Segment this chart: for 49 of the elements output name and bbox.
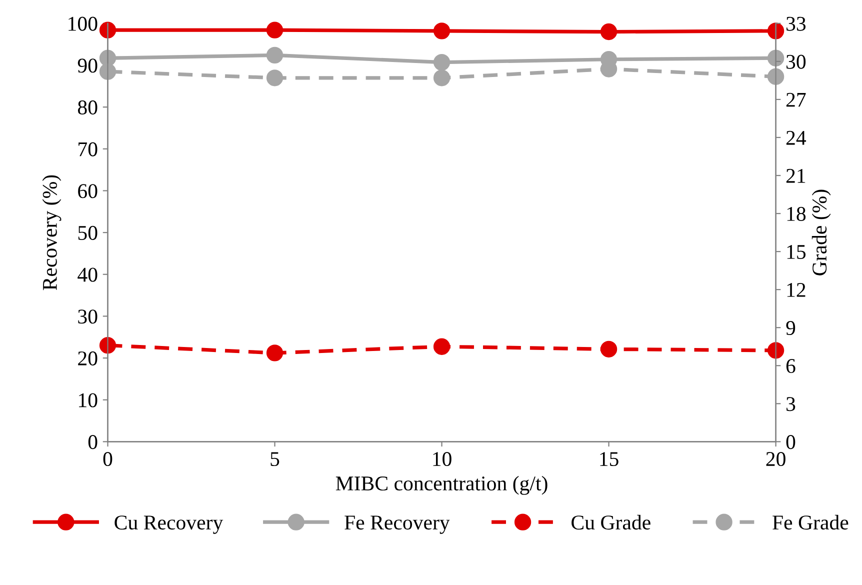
y-tick-label: 70 [78, 142, 98, 156]
legend-label: Cu Grade [572, 514, 650, 530]
point [266, 46, 284, 64]
legend-label: Fe Grade [772, 514, 848, 530]
y-tick-label: 100 [68, 16, 98, 31]
legend-label: Fe Recovery [344, 516, 450, 534]
y2-tick-label: 18 [787, 206, 806, 221]
point [433, 22, 450, 40]
y2-tick-label: 24 [786, 130, 806, 145]
y-tick-label: 40 [78, 268, 98, 282]
point [99, 22, 116, 38]
y-tick-label: 10 [79, 393, 98, 408]
y2-tick-label: 27 [786, 92, 806, 107]
x-tick-label: 20 [766, 452, 786, 466]
y-tick-label: 0 [88, 435, 98, 450]
point [99, 63, 116, 80]
y2-tick-label: 33 [786, 16, 806, 31]
point [767, 50, 784, 66]
y-tick-label: 20 [78, 351, 98, 366]
y2-tick-label: 0 [786, 435, 796, 450]
x-tick-label: 5 [270, 452, 280, 466]
y2-axis-title: Grade (%) [812, 190, 831, 276]
point [266, 70, 284, 86]
y-tick-label: 50 [78, 226, 98, 240]
x-tick-label: 10 [433, 452, 452, 466]
x-axis-title: MIBC concentration (g/t) [336, 476, 548, 495]
y-tick-label: 30 [78, 310, 98, 324]
point [433, 338, 450, 355]
y-tick-label: 90 [78, 58, 98, 73]
y2-tick-label: 9 [786, 321, 796, 336]
y2-tick-label: 12 [787, 283, 806, 297]
y-axis-title: Recovery (%) [42, 175, 62, 290]
y2-tick-label: 15 [787, 245, 806, 259]
x-tick-label: 15 [600, 452, 618, 466]
point [767, 22, 784, 40]
legend-label: Cu Recovery [114, 516, 224, 534]
y-tick-label: 60 [78, 184, 98, 198]
y2-tick-label: 6 [786, 359, 796, 374]
point [266, 344, 284, 362]
point [600, 23, 618, 40]
y2-tick-label: 30 [786, 54, 806, 69]
y2-tick-label: 21 [786, 168, 806, 183]
point [266, 22, 284, 38]
point [433, 54, 450, 71]
y-tick-label: 80 [78, 100, 98, 114]
point [433, 70, 450, 86]
y2-tick-label: 3 [786, 397, 796, 412]
x-tick-label: 0 [103, 452, 112, 466]
point [600, 340, 618, 358]
